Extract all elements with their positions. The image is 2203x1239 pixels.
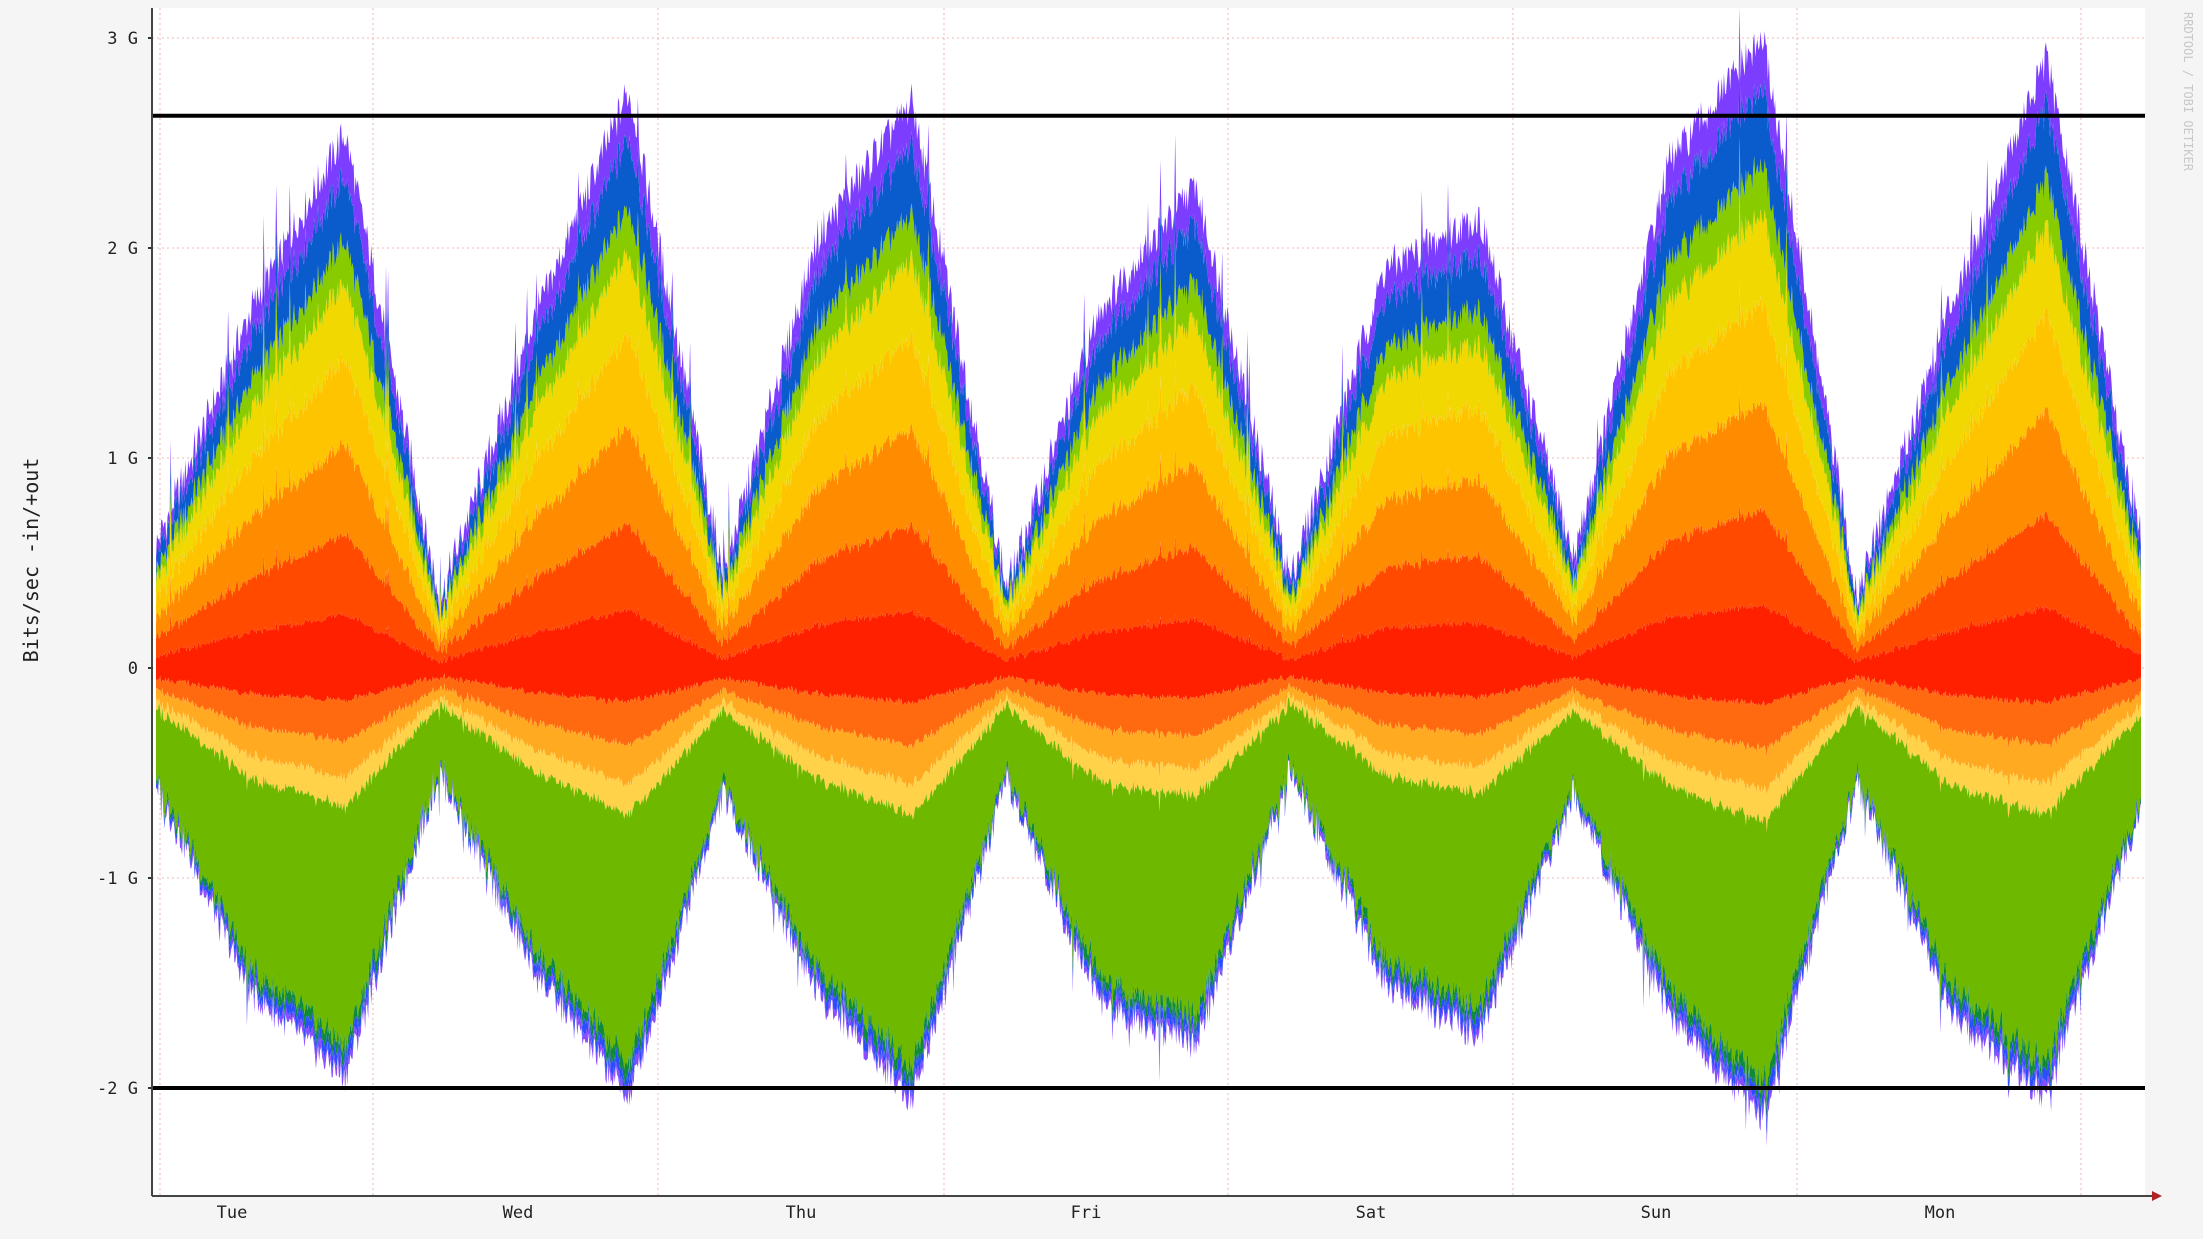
y-tick-label: 3 G: [107, 29, 138, 49]
x-tick-label: Tue: [217, 1203, 248, 1223]
x-axis-arrow: [2152, 1191, 2162, 1201]
outbound-area-layer-5: [156, 190, 2141, 638]
outbound-area-layer-7: [156, 58, 2141, 625]
x-tick-label: Wed: [503, 1203, 534, 1223]
y-axis-title: Bits/sec -in/+out: [19, 458, 43, 663]
y-tick-label: -2 G: [97, 1079, 138, 1099]
outbound-area-layer-1: [156, 603, 2141, 668]
x-tick-label: Sun: [1641, 1203, 1672, 1223]
x-tick-label: Sat: [1356, 1203, 1387, 1223]
inbound-area-layer-4: [156, 691, 2141, 833]
traffic-areas: [156, 7, 2141, 1147]
inbound-area-layer-1: [156, 668, 2141, 707]
y-tick-label: -1 G: [97, 869, 138, 889]
inbound-area-layer-2: [156, 673, 2141, 757]
outbound-area-layer-3: [156, 388, 2141, 654]
outbound-area-layer-2: [156, 502, 2141, 665]
threshold-lines: [152, 113, 2145, 1090]
x-tick-label: Fri: [1071, 1203, 1102, 1223]
axes: [148, 8, 2162, 1201]
y-tick-label: 1 G: [107, 449, 138, 469]
outbound-area-layer-6: [156, 136, 2141, 631]
outbound-area-layer-4: [156, 280, 2141, 646]
x-tick-label: Mon: [1925, 1203, 1956, 1223]
inbound-area-layer-3: [156, 682, 2141, 797]
y-tick-label: 2 G: [107, 239, 138, 259]
x-tick-label: Thu: [786, 1203, 817, 1223]
tick-labels: 3 G 2 G 1 G 0 -1 G -2 G Tue Wed Thu Fri Sat Sun Mon: [97, 29, 1955, 1223]
inbound-area-layer-5: [156, 697, 2141, 1108]
watermark-text: RRDTOOL / TOBI OETIKER: [2181, 12, 2195, 172]
y-tick-label: 0: [128, 659, 138, 679]
